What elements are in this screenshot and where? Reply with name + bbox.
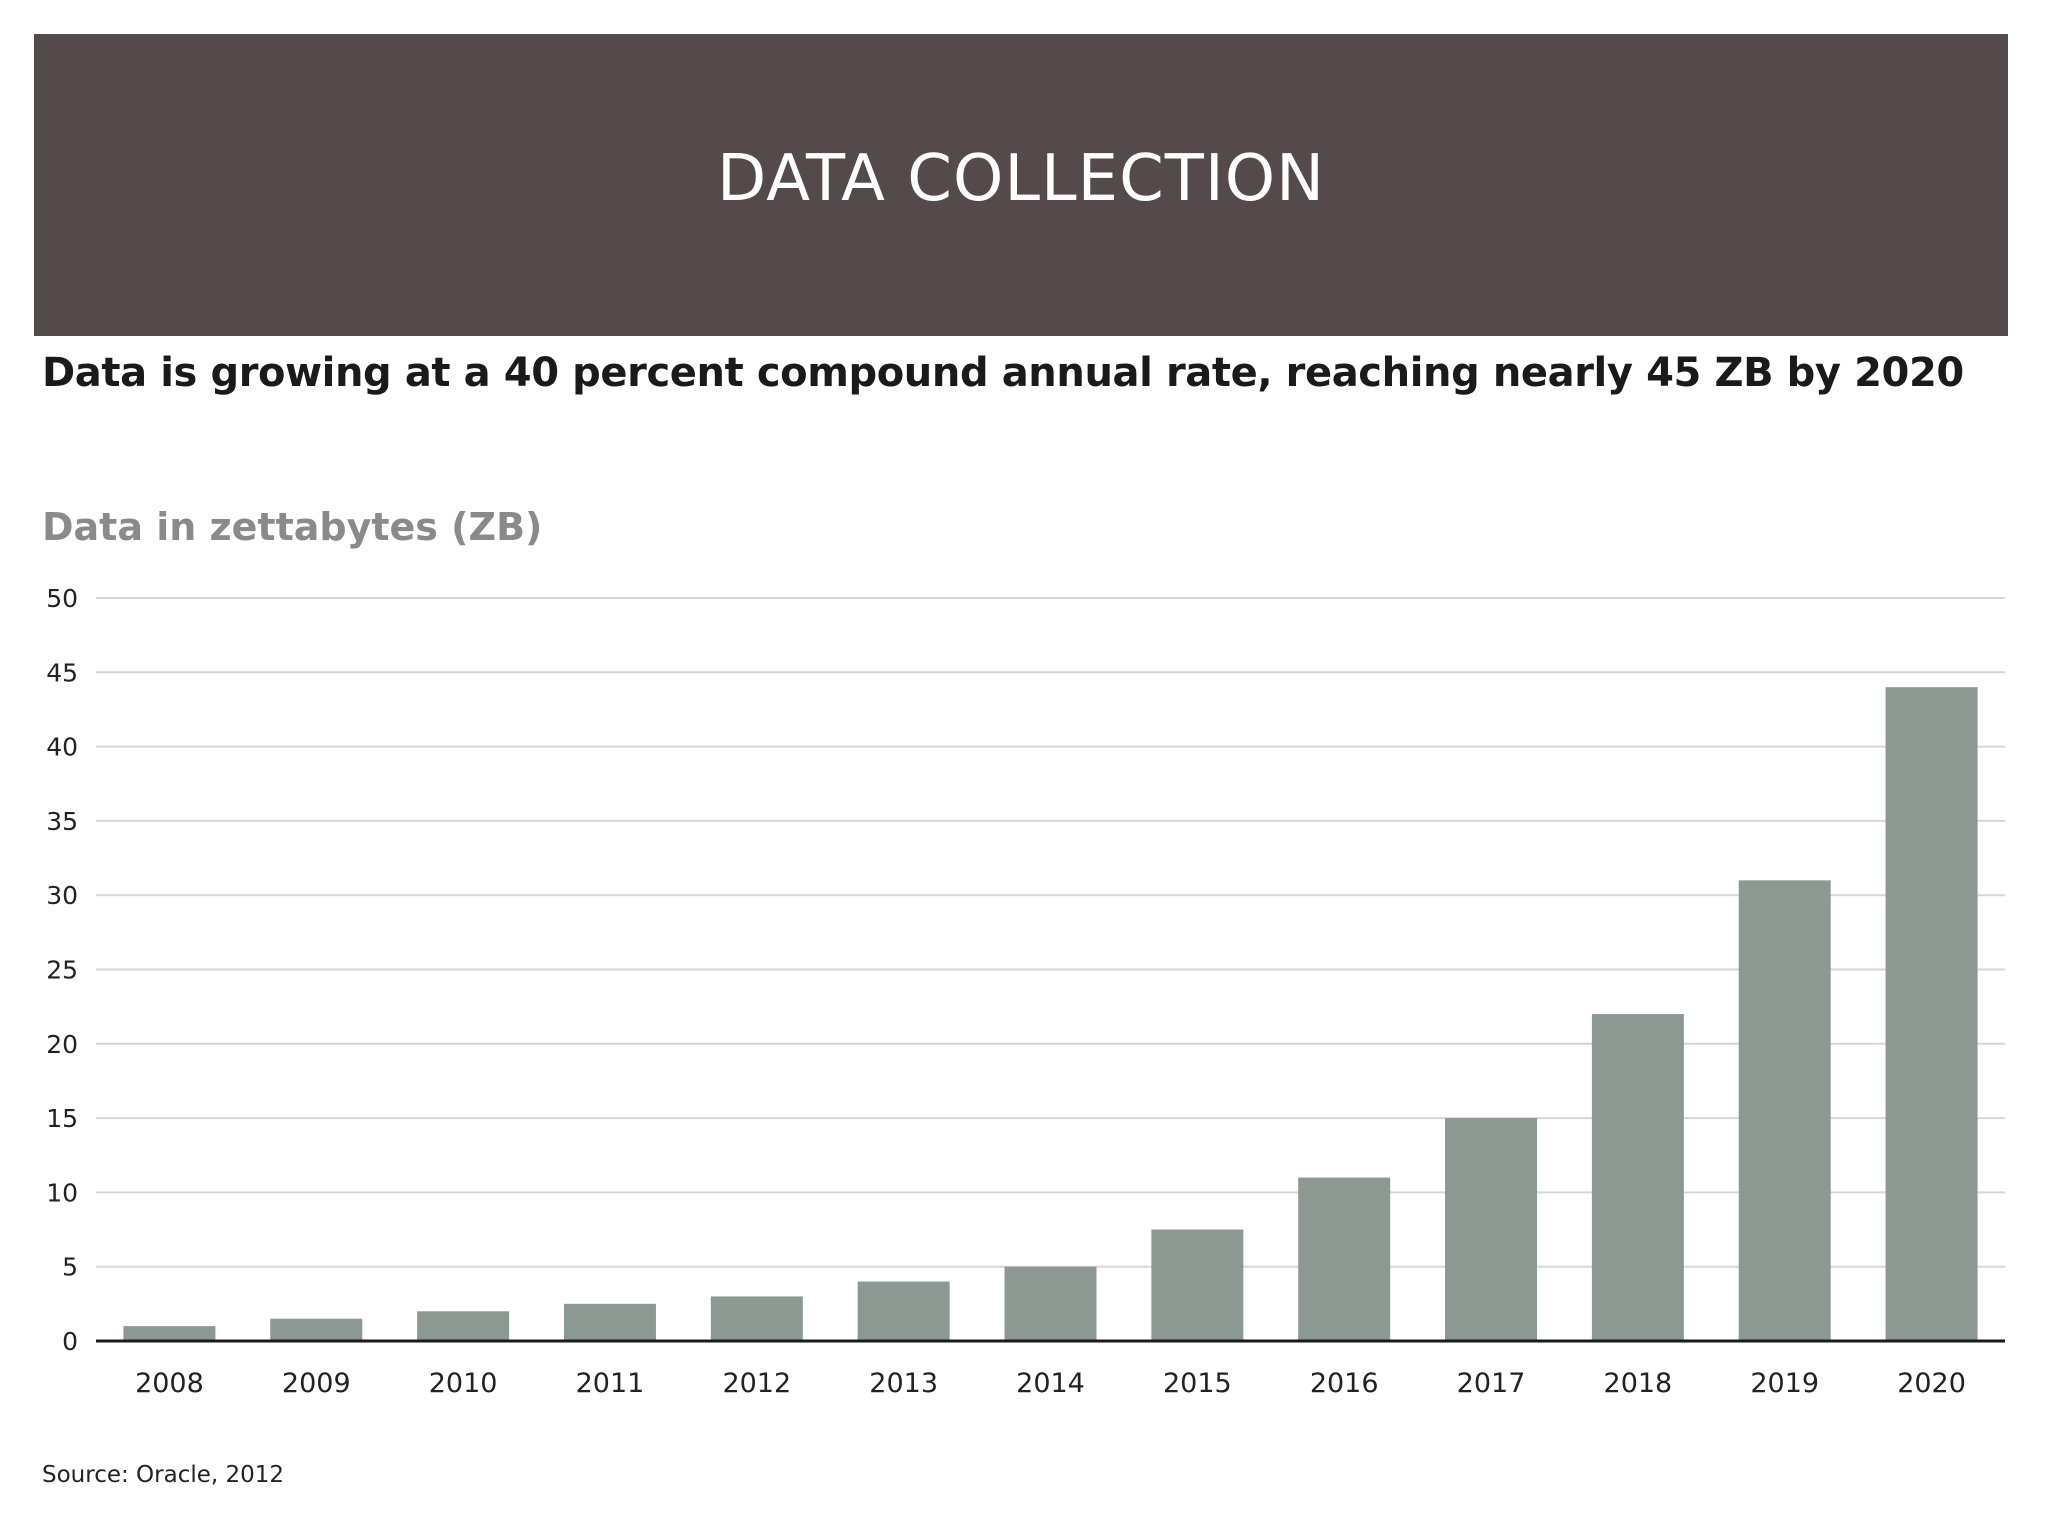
x-tick-label: 2016 xyxy=(1310,1368,1379,1399)
x-tick-label: 2013 xyxy=(869,1368,938,1399)
bar-2011 xyxy=(563,1303,656,1341)
y-axis-label: Data in zettabytes (ZB) xyxy=(42,505,543,549)
bar-2008 xyxy=(123,1326,216,1341)
bar-2014 xyxy=(1004,1266,1097,1341)
bars xyxy=(123,687,1978,1341)
y-tick-label: 20 xyxy=(46,1030,78,1059)
x-tick-label: 2015 xyxy=(1163,1368,1232,1399)
bar-2015 xyxy=(1151,1229,1244,1341)
slide-title: DATA COLLECTION xyxy=(717,142,1325,216)
x-tick-label: 2018 xyxy=(1604,1368,1673,1399)
bar-2019 xyxy=(1738,880,1831,1341)
y-tick-label: 15 xyxy=(46,1104,78,1133)
bar-2012 xyxy=(710,1296,803,1341)
gridlines xyxy=(96,597,2005,1268)
source-note: Source: Oracle, 2012 xyxy=(42,1462,285,1488)
x-tick-label: 2019 xyxy=(1750,1368,1819,1399)
chart-title: Data is growing at a 40 percent compound… xyxy=(42,350,1964,396)
bar-2010 xyxy=(417,1311,510,1341)
x-tick-label: 2017 xyxy=(1457,1368,1526,1399)
x-tick-label: 2009 xyxy=(282,1368,351,1399)
x-tick-label: 2020 xyxy=(1897,1368,1966,1399)
bar-2016 xyxy=(1298,1177,1391,1341)
y-tick-label: 25 xyxy=(46,956,78,985)
y-tick-label: 0 xyxy=(62,1327,78,1356)
bar-chart: 0 5 10 15 20 25 30 35 40 45 50 2008 2009 2010 2011 2012… xyxy=(46,584,2005,1399)
bar-2020 xyxy=(1885,687,1978,1341)
y-tick-label: 50 xyxy=(46,584,78,613)
title-banner: DATA COLLECTION xyxy=(34,34,2008,336)
x-tick-label: 2014 xyxy=(1016,1368,1085,1399)
y-tick-label: 40 xyxy=(46,733,78,762)
bar-2009 xyxy=(270,1318,363,1341)
y-tick-label: 10 xyxy=(46,1178,78,1207)
y-tick-label: 35 xyxy=(46,807,78,836)
axes: 0 5 10 15 20 25 30 35 40 45 50 2008 2009 2010 2011 2012… xyxy=(46,584,2005,1399)
y-tick-label: 5 xyxy=(62,1253,78,1282)
y-tick-label: 30 xyxy=(46,881,78,910)
bar-2013 xyxy=(857,1281,950,1341)
bar-2017 xyxy=(1445,1118,1538,1341)
x-tick-label: 2010 xyxy=(429,1368,498,1399)
x-tick-label: 2011 xyxy=(576,1368,645,1399)
y-tick-label: 45 xyxy=(46,658,78,687)
bar-2018 xyxy=(1591,1014,1684,1341)
x-tick-label: 2012 xyxy=(722,1368,791,1399)
x-tick-label: 2008 xyxy=(135,1368,204,1399)
